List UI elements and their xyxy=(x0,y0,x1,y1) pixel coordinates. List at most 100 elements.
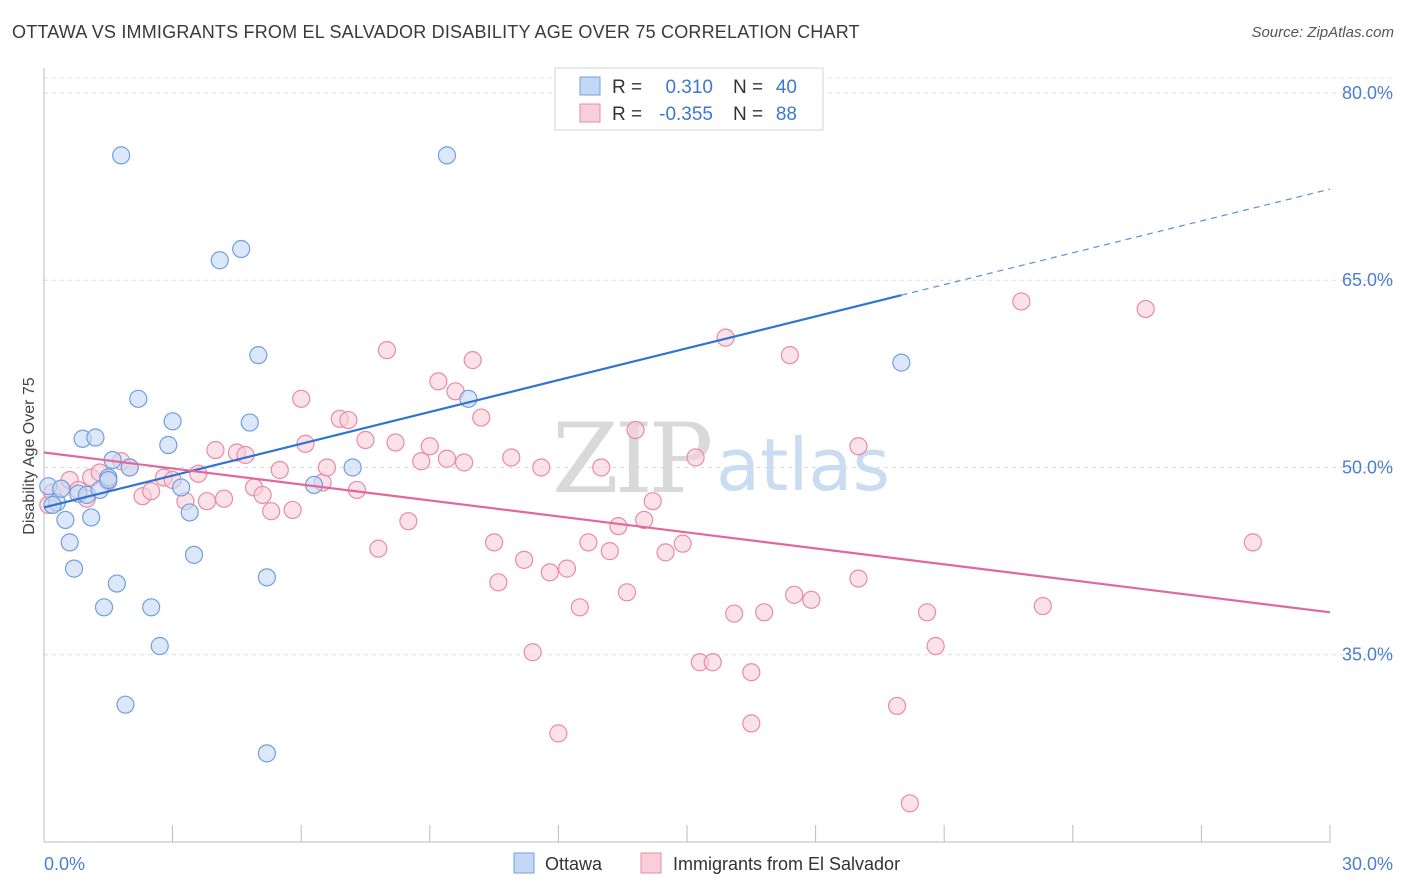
ottawa-point xyxy=(180,503,199,522)
elsalvador-point xyxy=(1243,533,1262,552)
elsalvador-point xyxy=(1033,596,1052,616)
elsalvador-point xyxy=(1136,299,1155,319)
elsalvador-point xyxy=(270,460,289,480)
elsalvador-point xyxy=(926,636,945,656)
y-tick-label: 35.0% xyxy=(1342,645,1393,665)
elsalvador-point xyxy=(703,653,722,672)
elsalvador-point xyxy=(887,696,907,716)
ottawa-point xyxy=(210,251,229,270)
bottom-legend-swatch-ottawa xyxy=(513,852,535,874)
ottawa-point xyxy=(437,146,457,165)
elsalvador-point xyxy=(643,492,662,511)
ottawa-point xyxy=(64,559,84,578)
ottawa-point xyxy=(112,146,131,165)
correlation-legend: R = 0.310 N = 40 R = -0.355 N = 88 xyxy=(554,67,824,131)
elsalvador-point xyxy=(356,430,375,450)
elsalvador-point xyxy=(489,573,508,592)
elsalvador-point xyxy=(317,458,337,477)
ottawa-point xyxy=(56,510,75,530)
elsalvador-point xyxy=(725,604,744,623)
elsalvador-point xyxy=(412,452,431,471)
ottawa-point xyxy=(86,428,105,447)
y-tick-label: 65.0% xyxy=(1342,270,1393,290)
elsalvador-point xyxy=(523,643,542,662)
legend-r-value-ottawa: 0.310 xyxy=(665,77,713,98)
ottawa-point xyxy=(94,598,114,617)
bottom-legend-label-elsalvador: Immigrants from El Salvador xyxy=(673,854,900,874)
chart-title: OTTAWA VS IMMIGRANTS FROM EL SALVADOR DI… xyxy=(12,22,860,42)
elsalvador-point xyxy=(917,603,937,622)
legend-swatch-elsalvador xyxy=(579,103,601,123)
elsalvador-point xyxy=(420,437,439,456)
legend-r-label-ottawa: R = xyxy=(612,77,642,98)
elsalvador-point xyxy=(849,437,868,456)
elsalvador-point xyxy=(579,533,598,552)
ottawa-trend-extension xyxy=(901,188,1331,296)
ottawa-point xyxy=(150,636,169,656)
elsalvador-point xyxy=(570,598,589,617)
ottawa-point xyxy=(82,508,101,527)
ottawa-point xyxy=(257,744,277,763)
bottom-legend-label-ottawa: Ottawa xyxy=(545,854,603,874)
elsalvador-point xyxy=(686,448,705,467)
ottawa-point xyxy=(232,239,251,259)
elsalvador-point xyxy=(742,714,761,733)
elsalvador-point xyxy=(540,563,559,582)
elsalvador-point xyxy=(262,502,281,521)
bottom-legend-swatch-elsalvador xyxy=(640,852,662,874)
y-tick-label: 50.0% xyxy=(1342,457,1393,477)
trend-lines xyxy=(43,188,1331,614)
elsalvador-point xyxy=(292,389,311,408)
elsalvador-point xyxy=(463,351,482,370)
elsalvador-point xyxy=(592,458,611,477)
legend-n-value-ottawa: 40 xyxy=(776,77,797,98)
legend-n-label-elsalvador: N = xyxy=(733,104,763,125)
elsalvador-point xyxy=(617,583,637,602)
elsalvador-point xyxy=(339,410,358,430)
elsalvador-point xyxy=(429,372,448,391)
legend-n-label-ottawa: N = xyxy=(733,77,763,98)
elsalvador-point xyxy=(253,485,272,505)
x-tick-label-max: 30.0% xyxy=(1342,854,1393,874)
elsalvador-point xyxy=(900,794,920,813)
ottawa-point xyxy=(163,412,182,431)
ottawa-trend-line xyxy=(43,294,902,509)
elsalvador-point xyxy=(742,663,761,682)
legend-swatch-ottawa xyxy=(579,76,601,96)
y-tick-labels: 35.0% 50.0% 65.0% 80.0% xyxy=(1342,83,1393,665)
elsalvador-point xyxy=(849,569,868,588)
elsalvador-point xyxy=(437,449,457,468)
watermark: ZIP atlas xyxy=(552,403,890,515)
elsalvador-point xyxy=(549,724,568,743)
y-axis-label: Disability Age Over 75 xyxy=(21,377,38,535)
ottawa-point xyxy=(240,413,259,432)
gridlines xyxy=(44,77,1393,656)
ottawa-point xyxy=(107,574,126,593)
elsalvador-point xyxy=(502,448,521,467)
elsalvador-point xyxy=(532,458,551,477)
ottawa-point xyxy=(52,479,71,498)
ottawa-point xyxy=(99,470,118,490)
x-tick-marks xyxy=(43,825,1331,842)
ottawa-point xyxy=(159,435,178,455)
elsalvador-point xyxy=(283,500,302,520)
elsalvador-point xyxy=(656,543,675,562)
elsalvador-point xyxy=(557,559,577,578)
ottawa-point xyxy=(116,695,135,714)
elsalvador-point xyxy=(399,512,418,531)
elsalvador-point xyxy=(802,590,821,609)
elsalvador-point xyxy=(755,603,774,622)
elsalvador-point xyxy=(785,585,804,604)
elsalvador-point xyxy=(206,440,225,460)
legend-n-value-elsalvador: 88 xyxy=(776,104,797,125)
elsalvador-point xyxy=(142,482,161,501)
elsalvador-point xyxy=(635,510,654,530)
elsalvador-point xyxy=(609,517,628,536)
ottawa-point xyxy=(184,545,204,564)
series-legend: Ottawa Immigrants from El Salvador xyxy=(513,852,900,874)
elsalvador-point xyxy=(386,433,405,452)
ottawa-point xyxy=(892,353,911,372)
legend-r-value-elsalvador: -0.355 xyxy=(659,104,713,125)
elsalvador-trend-line xyxy=(43,451,1331,614)
